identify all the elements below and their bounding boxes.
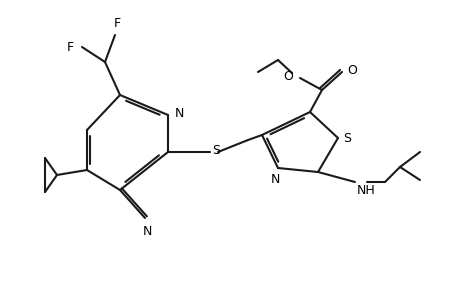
Text: O: O: [282, 70, 292, 83]
Text: N: N: [142, 225, 151, 238]
Text: N: N: [174, 106, 184, 119]
Text: S: S: [342, 131, 350, 145]
Text: F: F: [113, 17, 120, 30]
Text: N: N: [270, 173, 279, 186]
Text: NH: NH: [356, 184, 375, 197]
Text: O: O: [346, 64, 356, 76]
Text: S: S: [212, 143, 219, 157]
Text: F: F: [67, 40, 74, 53]
